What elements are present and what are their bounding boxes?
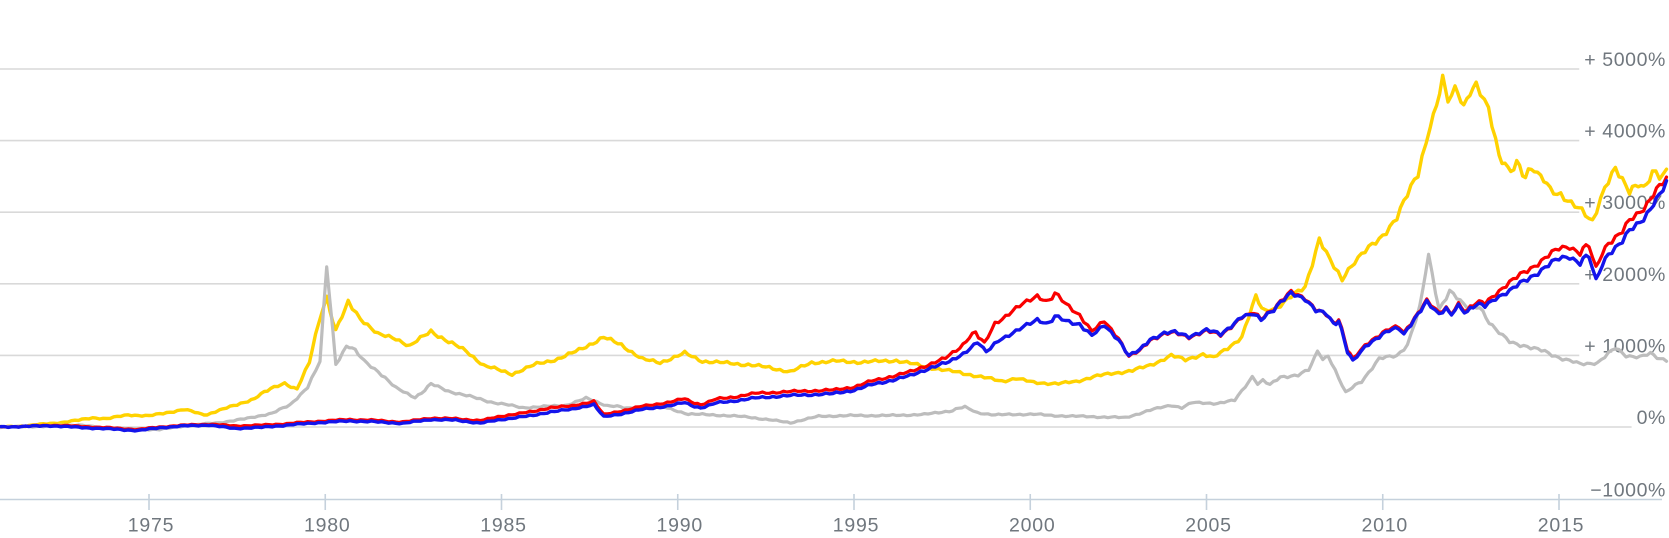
x-axis-label-1975: 1975 xyxy=(128,515,175,537)
series-yellow-line[interactable] xyxy=(0,73,1669,429)
x-axis-label-1995: 1995 xyxy=(833,515,880,537)
x-axis-label-2005: 2005 xyxy=(1185,515,1232,537)
x-axis-label-2015: 2015 xyxy=(1538,515,1585,537)
series-blue-line[interactable] xyxy=(0,178,1669,433)
x-axis-label-2010: 2010 xyxy=(1361,515,1408,537)
x-axis-group: 1975 1980 1985 1990 1995 2000 2005 2010 2015 xyxy=(0,494,1662,537)
series-gray-line[interactable] xyxy=(0,252,1669,432)
gridlines-group xyxy=(0,68,1632,428)
y-axis-label-1000: + 1000% xyxy=(1584,335,1666,357)
y-axis-label-5000: + 5000% xyxy=(1584,49,1666,71)
x-axis-label-1980: 1980 xyxy=(304,515,351,537)
y-axis-label--1000: −1000% xyxy=(1590,480,1666,502)
x-axis-label-2000: 2000 xyxy=(1009,515,1056,537)
y-axis-label-4000: + 4000% xyxy=(1584,121,1666,143)
y-axis-label-2000: + 2000% xyxy=(1584,264,1666,286)
x-axis-label-1985: 1985 xyxy=(480,515,527,537)
x-axis-label-1990: 1990 xyxy=(656,515,703,537)
y-axis-labels-group: + 5000%+ 4000%+ 3000%+ 2000%+ 1000%0%−10… xyxy=(1584,49,1666,502)
y-axis-label-0: 0% xyxy=(1637,407,1666,429)
series-lines-group xyxy=(0,73,1669,433)
